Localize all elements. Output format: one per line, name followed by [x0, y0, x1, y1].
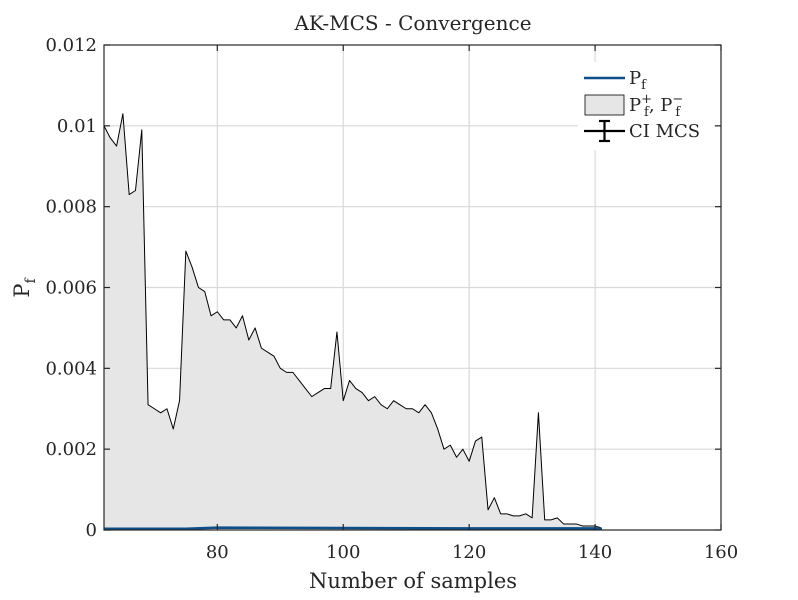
y-axis-ticks: 0 0.002 0.004 0.006 0.008 0.01 0.012	[45, 35, 721, 541]
legend-pf-sub: f	[641, 78, 647, 93]
y-tick-label: 0.002	[45, 439, 97, 460]
x-tick-label: 160	[704, 542, 738, 563]
legend-band-sep: ,	[649, 95, 660, 116]
legend-band-label: P+ f, P− f	[629, 92, 683, 120]
y-axis-label-sub: f	[23, 277, 39, 284]
legend-band-sup-2: −	[672, 92, 683, 107]
legend-pf-main: P	[629, 68, 641, 89]
y-tick-label: 0.01	[57, 116, 97, 137]
legend-pf-label: Pf	[629, 68, 647, 93]
legend-ci-label: CI MCS	[629, 121, 700, 142]
y-tick-label: 0.008	[45, 197, 97, 218]
y-axis-label-main: P	[10, 284, 34, 298]
y-tick-label: 0	[86, 520, 97, 541]
chart-title: AK-MCS - Convergence	[293, 11, 531, 35]
legend-band-main-2: P	[660, 95, 672, 116]
legend-band-sup-1: +	[641, 92, 652, 107]
y-tick-label: 0.012	[45, 35, 97, 56]
pf-line	[104, 526, 602, 531]
x-tick-label: 100	[326, 542, 360, 563]
x-axis-label: Number of samples	[309, 569, 517, 593]
legend-band-sub-1: f	[644, 105, 650, 120]
band-area	[103, 113, 602, 531]
legend-band-patch-swatch	[584, 94, 625, 116]
x-tick-label: 120	[452, 542, 486, 563]
pf-series	[104, 526, 602, 531]
y-tick-label: 0.006	[45, 278, 97, 299]
confidence-band	[103, 113, 602, 531]
x-axis-ticks: 80 100 120 140 160	[206, 45, 738, 563]
legend-ci-errorbar-swatch	[584, 119, 625, 143]
legend-band-sub-2: f	[675, 105, 681, 120]
x-tick-label: 80	[206, 542, 229, 563]
legend-band-main-1: P	[629, 95, 641, 116]
legend: Pf P+ f, P− f CI MCS	[578, 62, 714, 150]
y-tick-label: 0.004	[45, 358, 97, 379]
y-axis-label: Pf	[10, 277, 39, 298]
x-tick-label: 140	[578, 542, 612, 563]
